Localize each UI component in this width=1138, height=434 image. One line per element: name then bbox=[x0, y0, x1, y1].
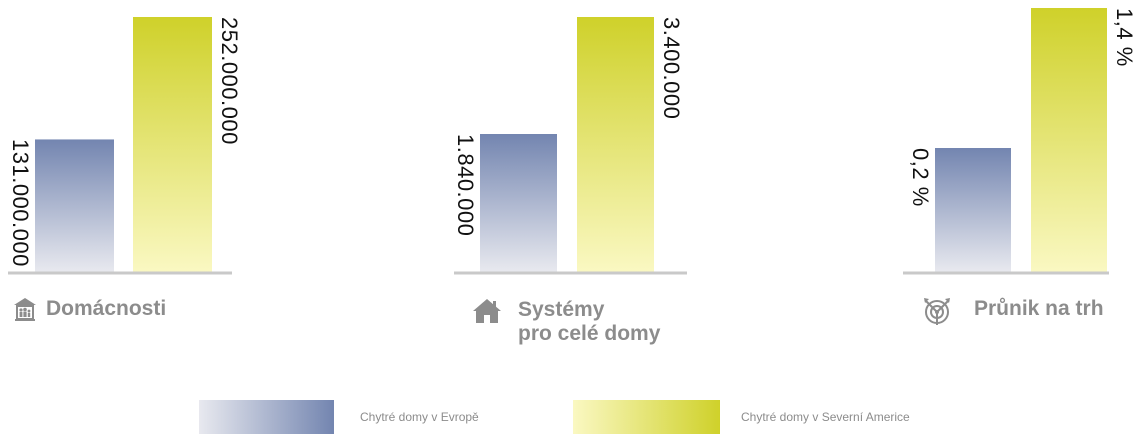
household-icon bbox=[14, 298, 36, 321]
value-label-europe-0: 131.000.000 bbox=[8, 139, 33, 268]
target-arrows-icon bbox=[924, 298, 950, 325]
legend-label-north-america: Chytré domy v Severní Americe bbox=[741, 410, 910, 424]
value-label-north-america-0: 252.000.000 bbox=[217, 17, 242, 145]
legend-swatch-north-america bbox=[573, 400, 720, 434]
bar-north-america-2 bbox=[1031, 8, 1107, 272]
bar-europe-1 bbox=[480, 134, 557, 272]
bar-europe-2 bbox=[935, 148, 1011, 272]
legend-swatch-europe bbox=[199, 400, 334, 434]
value-label-north-america-1: 3.400.000 bbox=[659, 17, 684, 120]
category-label-whole-home-systems: Systémy pro celé domy bbox=[518, 298, 661, 345]
value-label-europe-1: 1.840.000 bbox=[453, 134, 478, 237]
category-label-households: Domácnosti bbox=[46, 297, 167, 320]
category-label-market-penetration: Průnik na trh bbox=[974, 297, 1104, 320]
value-label-north-america-2: 1,4 % bbox=[1112, 8, 1137, 67]
bar-north-america-1 bbox=[577, 17, 654, 272]
bar-europe-0 bbox=[35, 139, 114, 272]
house-icon bbox=[473, 299, 501, 323]
value-label-europe-2: 0,2 % bbox=[908, 148, 933, 207]
bar-north-america-0 bbox=[133, 17, 212, 272]
legend-label-europe: Chytré domy v Evropě bbox=[360, 410, 479, 424]
